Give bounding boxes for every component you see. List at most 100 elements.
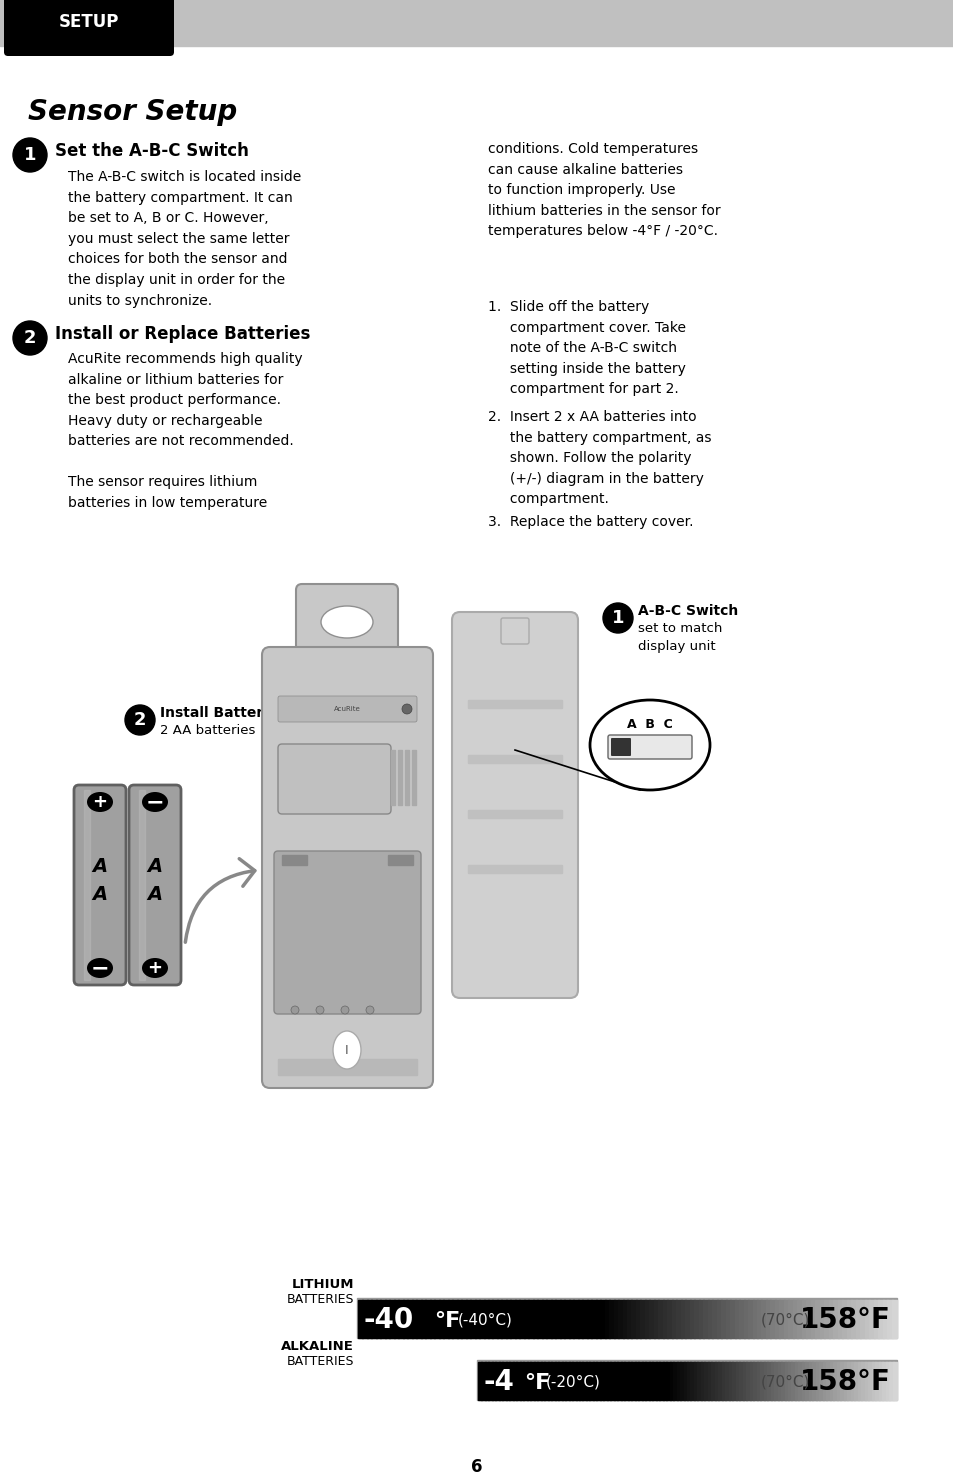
Bar xyxy=(282,855,307,864)
Bar xyxy=(749,1361,754,1400)
Ellipse shape xyxy=(142,957,168,978)
Ellipse shape xyxy=(142,792,168,813)
Text: (-20°C): (-20°C) xyxy=(545,1375,600,1389)
Bar xyxy=(855,1299,861,1338)
Bar xyxy=(798,1361,802,1400)
Bar xyxy=(456,1299,461,1338)
Bar xyxy=(586,1299,592,1338)
Bar xyxy=(631,1361,635,1400)
Bar xyxy=(777,1361,781,1400)
Bar xyxy=(572,1361,576,1400)
Ellipse shape xyxy=(333,1031,360,1069)
Bar xyxy=(604,1299,609,1338)
Bar xyxy=(492,1299,497,1338)
Bar xyxy=(533,1361,537,1400)
Bar xyxy=(391,749,395,805)
Bar xyxy=(787,1361,792,1400)
Bar xyxy=(689,1299,695,1338)
Text: +: + xyxy=(148,959,162,976)
Bar xyxy=(828,1299,833,1338)
Bar xyxy=(819,1299,824,1338)
Bar xyxy=(505,1299,511,1338)
Bar xyxy=(676,1361,680,1400)
Bar xyxy=(434,1299,439,1338)
Bar xyxy=(832,1299,838,1338)
Bar xyxy=(757,1299,761,1338)
Bar xyxy=(711,1361,715,1400)
Bar xyxy=(523,1299,529,1338)
Text: °F: °F xyxy=(523,1373,550,1392)
Bar xyxy=(745,1361,750,1400)
Bar xyxy=(465,1299,471,1338)
Bar xyxy=(468,701,561,708)
Bar xyxy=(526,1361,531,1400)
Bar xyxy=(850,1299,856,1338)
Bar xyxy=(873,1299,878,1338)
Bar xyxy=(860,1299,864,1338)
Bar xyxy=(568,1299,574,1338)
Bar xyxy=(659,1361,663,1400)
Bar xyxy=(781,1361,784,1400)
Bar xyxy=(886,1299,892,1338)
FancyBboxPatch shape xyxy=(74,785,126,985)
Bar xyxy=(653,1299,659,1338)
Bar xyxy=(599,1361,604,1400)
Text: 2 AA batteries: 2 AA batteries xyxy=(160,724,255,738)
Bar xyxy=(627,1361,632,1400)
Bar xyxy=(510,1299,516,1338)
Bar xyxy=(631,1299,637,1338)
Bar xyxy=(582,1361,586,1400)
Bar xyxy=(702,1299,708,1338)
Bar xyxy=(686,1361,691,1400)
Bar xyxy=(367,1299,372,1338)
Text: The sensor requires lithium
batteries in low temperature: The sensor requires lithium batteries in… xyxy=(68,475,267,509)
Bar xyxy=(498,1361,503,1400)
FancyBboxPatch shape xyxy=(610,738,630,757)
Bar xyxy=(679,1361,684,1400)
Bar xyxy=(523,1361,527,1400)
Bar xyxy=(606,1361,611,1400)
Bar xyxy=(765,1299,771,1338)
Bar xyxy=(882,1361,885,1400)
Bar xyxy=(652,1361,656,1400)
Bar xyxy=(770,1299,775,1338)
Bar xyxy=(492,1361,496,1400)
Bar xyxy=(513,1361,517,1400)
Text: 2.  Insert 2 x AA batteries into
     the battery compartment, as
     shown. Fo: 2. Insert 2 x AA batteries into the batt… xyxy=(488,410,711,506)
Bar xyxy=(452,1299,457,1338)
Bar xyxy=(84,791,90,979)
Bar xyxy=(551,1361,555,1400)
Bar xyxy=(850,1361,854,1400)
Text: BATTERIES: BATTERIES xyxy=(286,1294,354,1305)
Bar xyxy=(547,1361,552,1400)
Bar xyxy=(537,1299,542,1338)
Bar xyxy=(662,1299,668,1338)
Text: Install or Replace Batteries: Install or Replace Batteries xyxy=(55,324,310,344)
Bar xyxy=(703,1361,708,1400)
Bar xyxy=(540,1361,544,1400)
Ellipse shape xyxy=(589,701,709,791)
Bar xyxy=(832,1361,837,1400)
Bar xyxy=(468,810,561,819)
Bar xyxy=(546,1299,551,1338)
Bar xyxy=(721,1361,725,1400)
Bar xyxy=(599,1299,605,1338)
Bar xyxy=(593,1361,597,1400)
Bar xyxy=(822,1361,826,1400)
Text: 158°F: 158°F xyxy=(800,1367,890,1395)
Text: 1.  Slide off the battery
     compartment cover. Take
     note of the A-B-C sw: 1. Slide off the battery compartment cov… xyxy=(488,299,685,397)
Bar xyxy=(774,1299,780,1338)
Bar xyxy=(602,1361,607,1400)
Bar xyxy=(412,1299,416,1338)
Bar xyxy=(669,1361,674,1400)
Text: A  B  C: A B C xyxy=(626,718,672,732)
FancyBboxPatch shape xyxy=(500,618,529,645)
Text: ALKALINE: ALKALINE xyxy=(281,1339,354,1353)
Text: +: + xyxy=(92,794,108,811)
Bar xyxy=(375,1299,381,1338)
Bar xyxy=(787,1299,793,1338)
Text: (-40°C): (-40°C) xyxy=(457,1313,513,1328)
Text: (70°C): (70°C) xyxy=(760,1313,809,1328)
Bar xyxy=(698,1299,703,1338)
Bar xyxy=(812,1361,816,1400)
